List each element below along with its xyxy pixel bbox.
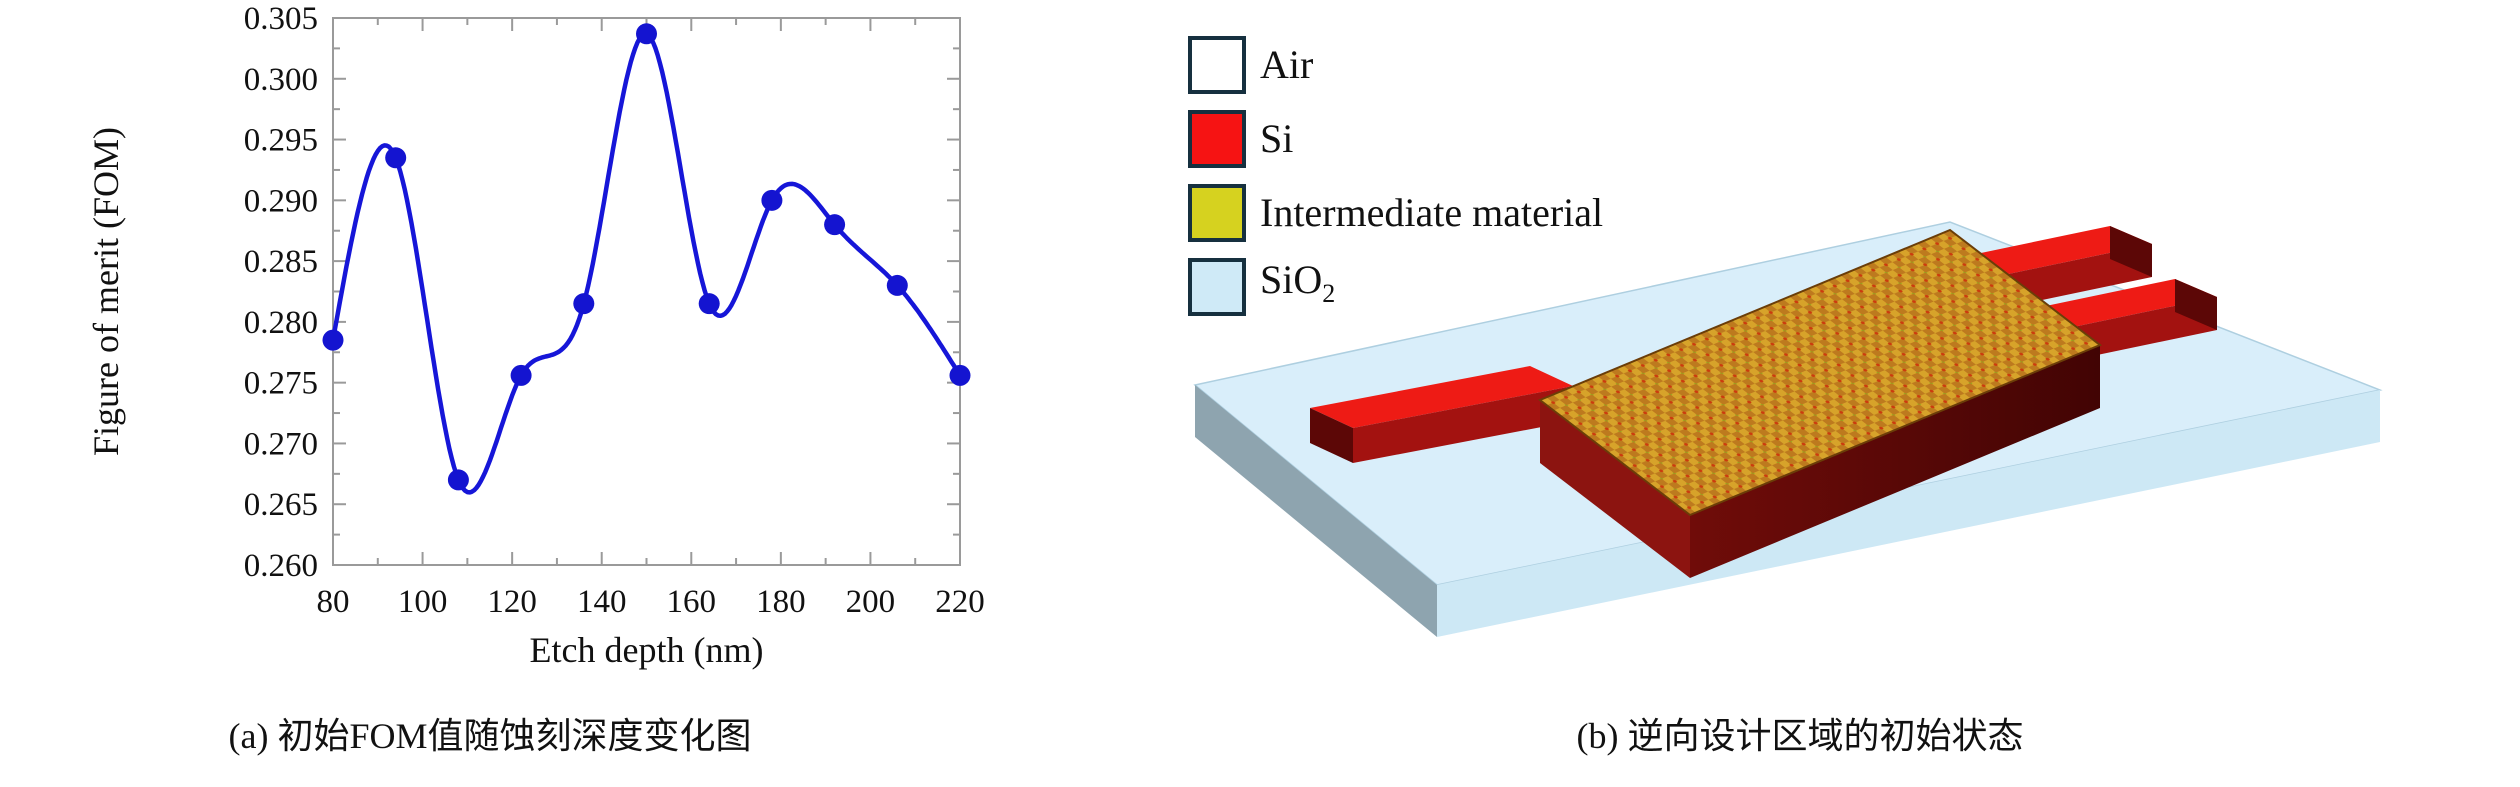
input-waveguide-top-face (1310, 366, 1573, 428)
y-tick-label: 0.295 (244, 123, 318, 159)
x-tick-label: 200 (846, 584, 896, 620)
legend-label: Si (1260, 116, 1294, 161)
x-tick-label: 220 (935, 584, 985, 620)
legend-swatch (1188, 35, 1246, 94)
sio2-slab-front-face (1437, 390, 2380, 637)
data-point (510, 364, 532, 386)
y-tick-label: 0.265 (244, 487, 318, 523)
y-tick-label: 0.280 (244, 305, 318, 341)
legend-row-sio: SiO2 (1188, 257, 1603, 316)
panel-b-caption: (b) 逆向设计区域的初始状态 (1577, 716, 2024, 756)
data-point (385, 147, 407, 169)
data-point (949, 364, 971, 386)
panel-b-scene: (b) 逆向设计区域的初始状态 (1193, 221, 2383, 756)
data-point (698, 293, 720, 315)
legend-row-si: Si (1188, 109, 1603, 168)
panel-a-caption: (a) 初始FOM值随蚀刻深度变化图 (229, 716, 752, 756)
legend-label: Intermediate material (1260, 190, 1604, 235)
y-tick-label: 0.260 (244, 548, 318, 584)
x-tick-label: 140 (577, 584, 627, 620)
x-axis-title: Etch depth (nm) (530, 630, 764, 670)
data-point (573, 293, 595, 315)
y-tick-label: 0.290 (244, 183, 318, 219)
legend-label: Air (1260, 42, 1314, 87)
output-waveguide-2-end-face (2175, 279, 2217, 330)
x-tick-label: 80 (317, 584, 350, 620)
design-region-front-face (1690, 345, 2100, 578)
panel-a-chart: 80 100 120 140 160 180 200 220 0.260 0.265 0.270 0.… (86, 1, 985, 756)
input-waveguide-end-face (1310, 408, 1353, 463)
material-legend: Air Si Intermediate material SiO2 (1188, 35, 1604, 316)
x-tick-label: 160 (667, 584, 717, 620)
sio2-slab-left-face (1195, 385, 1437, 637)
legend-swatch (1188, 257, 1246, 316)
y-tick-label: 0.270 (244, 426, 318, 462)
data-point (824, 214, 846, 236)
x-tick-label: 180 (756, 584, 806, 620)
legend-swatch (1188, 109, 1246, 168)
legend-label-subscript: 2 (1322, 279, 1336, 308)
chart-curve (330, 31, 962, 495)
legend-label: SiO2 (1260, 257, 1336, 308)
output-waveguide-1-end-face (2110, 226, 2152, 277)
data-point (761, 189, 783, 211)
y-tick-label: 0.300 (244, 62, 318, 98)
legend-row-air: Air (1188, 35, 1603, 94)
input-waveguide-front-face (1353, 386, 1573, 463)
data-point (322, 329, 344, 351)
y-tick-label: 0.305 (244, 1, 318, 37)
y-tick-label: 0.275 (244, 366, 318, 402)
y-axis-title: Figure of merit (FOM) (86, 127, 126, 456)
data-point (636, 23, 657, 45)
data-point (447, 469, 469, 491)
x-tick-label: 100 (398, 584, 448, 620)
design-region-top-face (1538, 228, 2102, 517)
x-tick-label: 120 (487, 584, 537, 620)
legend-row-intermediate-material: Intermediate material (1188, 183, 1604, 242)
data-point (886, 274, 908, 296)
legend-swatch (1188, 183, 1246, 242)
plot-box (332, 17, 961, 566)
design-region-left-face (1540, 400, 1690, 578)
y-tick-label: 0.285 (244, 244, 318, 280)
